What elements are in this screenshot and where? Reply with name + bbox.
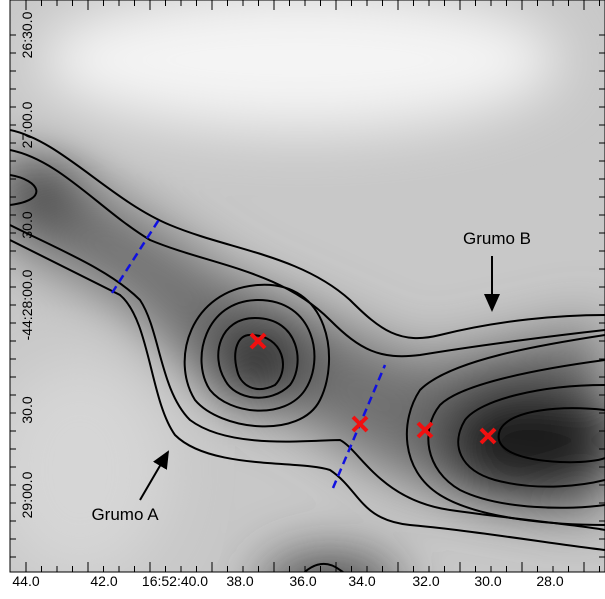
- markers: [249, 332, 497, 445]
- x-tick-label: 30.0: [474, 573, 501, 589]
- arrow: [139, 450, 170, 501]
- x-tick-label: 42.0: [90, 573, 117, 589]
- x-tick-label: 32.0: [412, 573, 439, 589]
- frame: [9, 0, 605, 573]
- x-tick-label: 38.0: [226, 573, 253, 589]
- x-tick-label: 44.0: [12, 573, 39, 589]
- x-tick-label: 28.0: [536, 573, 563, 589]
- y-tick-label: -44:28:00.0: [19, 269, 35, 340]
- annotation: Grumo A: [91, 505, 159, 524]
- x-tick-label: 34.0: [348, 573, 375, 589]
- y-tick-label: 30.0: [19, 396, 35, 423]
- annotation: Grumo B: [463, 229, 531, 248]
- contours: [10, 129, 605, 572]
- x-tick-label: 16:52:40.0: [142, 573, 208, 589]
- cut-line: [110, 217, 162, 294]
- y-tick-label: 29:00.0: [19, 471, 35, 518]
- y-tick-label: 26:30.0: [19, 11, 35, 58]
- y-tick-label: 27:00.0: [19, 101, 35, 148]
- y-tick-label: 30.0: [19, 211, 35, 238]
- x-tick-label: 36.0: [289, 573, 316, 589]
